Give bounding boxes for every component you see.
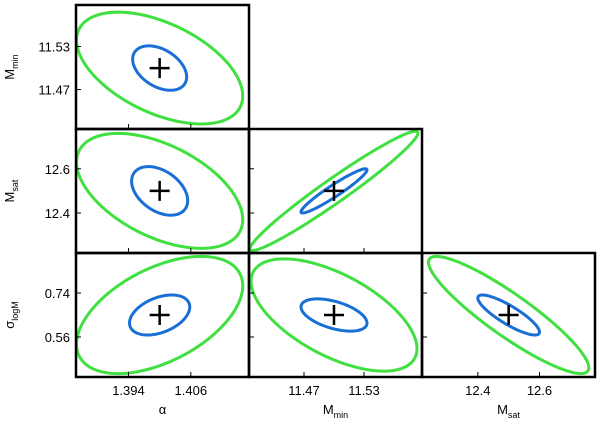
y-tick-label: 0.74 <box>45 286 70 301</box>
axis-title-sub: sat <box>10 179 20 192</box>
y-tick-label: 12.6 <box>45 162 70 177</box>
axis-title: Mmin <box>323 402 348 420</box>
axis-title: σlogM <box>2 301 20 329</box>
axis-title-main: M <box>2 192 17 203</box>
panel: 1.394 1.406 0.56 0.74 <box>45 251 251 398</box>
contour-ellipse <box>476 293 541 337</box>
panel: 11.47 11.53 <box>247 251 424 398</box>
contour-ellipse <box>131 44 189 92</box>
panel: 11.47 11.53 <box>38 3 251 131</box>
fiducial-marker <box>149 180 170 201</box>
panel-content <box>426 254 591 376</box>
x-tick-label: 1.406 <box>175 383 208 398</box>
x-tick-label: 12.6 <box>527 383 552 398</box>
axis-title: Msat <box>497 402 520 420</box>
axis-title-sub: min <box>334 410 349 420</box>
panel-content <box>76 131 245 250</box>
panel-content <box>249 257 419 373</box>
x-tick-label: 1.394 <box>112 383 145 398</box>
panel-content <box>249 129 420 253</box>
axis-title-main: M <box>323 402 334 417</box>
contour-ellipse <box>426 254 591 376</box>
axis-title: Msat <box>2 179 20 202</box>
y-tick-label: 11.53 <box>38 40 70 55</box>
axis-title: α <box>159 402 167 417</box>
axis-title-main: M <box>2 69 17 80</box>
fiducial-marker <box>149 58 170 79</box>
axis-title: Mmin <box>2 54 20 79</box>
contour-ellipse <box>299 167 369 215</box>
contour-ellipse <box>128 293 192 337</box>
y-tick-label: 11.47 <box>38 83 70 98</box>
axis-title-main: M <box>497 402 508 417</box>
x-tick-label: 12.4 <box>465 383 490 398</box>
panel: 12.4 12.6 <box>420 251 597 398</box>
contour-ellipse <box>299 297 369 333</box>
axis-title-sub: logM <box>10 301 20 321</box>
fiducial-marker <box>324 305 344 325</box>
axis-title-sub: min <box>10 54 20 69</box>
contour-ellipse <box>130 165 190 217</box>
panel <box>247 127 424 255</box>
panel-content <box>76 254 245 376</box>
x-tick-label: 11.53 <box>348 383 380 398</box>
panel-content <box>76 10 245 126</box>
axis-title-main: σ <box>2 321 17 329</box>
axis-title-sub: sat <box>508 410 521 420</box>
y-tick-label: 12.4 <box>45 206 70 221</box>
panel-frame <box>420 251 597 379</box>
fiducial-marker <box>324 180 344 201</box>
panel: 12.4 12.6 <box>45 127 251 255</box>
y-tick-label: 0.56 <box>45 330 70 345</box>
fiducial-marker <box>498 305 519 325</box>
contour-ellipse <box>249 257 419 373</box>
x-tick-label: 11.47 <box>288 383 320 398</box>
fiducial-marker <box>149 305 170 325</box>
axis-title-main: α <box>159 402 167 417</box>
